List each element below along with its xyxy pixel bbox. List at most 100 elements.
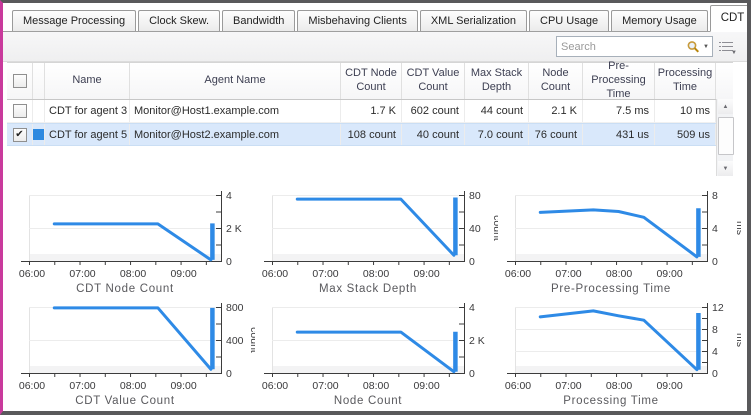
- column-header-node-count[interactable]: Node Count: [529, 63, 583, 99]
- svg-text:06:00: 06:00: [19, 380, 45, 392]
- svg-text:0: 0: [469, 368, 475, 380]
- column-header-processing-time[interactable]: Processing Time: [655, 63, 716, 99]
- svg-text:Processing Time: Processing Time: [563, 395, 659, 407]
- chart-cdt-value-count: 06:00 07:00 08:00 09:00 0 400 800 count CDT Valu…: [15, 301, 260, 411]
- cell-cdt-value-count: 602 count: [402, 100, 465, 122]
- swatch-column-header: [33, 63, 45, 99]
- svg-text:07:00: 07:00: [69, 268, 95, 280]
- svg-text:08:00: 08:00: [363, 268, 389, 280]
- cell-node-count: 2.1 K: [529, 100, 583, 122]
- svg-text:06:00: 06:00: [505, 380, 531, 392]
- tab-message-processing[interactable]: Message Processing: [12, 10, 137, 31]
- cell-processing-time: 509 us: [655, 124, 716, 145]
- toolbar: ▼ ▼: [3, 32, 747, 62]
- vertical-scrollbar[interactable]: ▲ ▼: [716, 99, 734, 176]
- svg-text:4: 4: [469, 302, 475, 314]
- search-input[interactable]: [557, 40, 684, 53]
- svg-text:0: 0: [712, 256, 718, 268]
- search-button[interactable]: ▼: [683, 40, 712, 54]
- tab-cpu-usage[interactable]: CPU Usage: [529, 10, 610, 31]
- svg-text:09:00: 09:00: [656, 268, 682, 280]
- table-body: CDT for agent 3 Monitor@Host1.example.com…: [7, 100, 733, 178]
- svg-text:09:00: 09:00: [170, 268, 196, 280]
- svg-text:08:00: 08:00: [606, 268, 632, 280]
- column-header-max-stack-depth[interactable]: Max Stack Depth: [465, 63, 529, 99]
- svg-text:40: 40: [469, 223, 481, 235]
- svg-text:Pre-Processing Time: Pre-Processing Time: [551, 283, 671, 295]
- cell-max-stack-depth: 7.0 count: [465, 124, 529, 145]
- svg-text:07:00: 07:00: [312, 380, 338, 392]
- svg-text:2 K: 2 K: [226, 223, 242, 235]
- tab-clock-skew[interactable]: Clock Skew.: [138, 10, 221, 31]
- svg-text:8: 8: [712, 190, 718, 202]
- tab-memory-usage[interactable]: Memory Usage: [611, 10, 708, 31]
- row-checkbox-cell: [7, 100, 33, 122]
- svg-text:06:00: 06:00: [19, 268, 45, 280]
- tab-bar: Message Processing Clock Skew. Bandwidth Mi…: [3, 3, 747, 32]
- tab-bandwidth[interactable]: Bandwidth: [222, 10, 296, 31]
- svg-text:count: count: [248, 327, 255, 353]
- svg-text:12: 12: [712, 302, 724, 314]
- column-header-cdt-value-count[interactable]: CDT Value Count: [402, 63, 465, 99]
- column-header-agent-name[interactable]: Agent Name: [130, 63, 341, 99]
- svg-text:400: 400: [226, 335, 244, 347]
- cell-agent-name: Monitor@Host2.example.com: [130, 124, 341, 145]
- cell-node-count: 76 count: [529, 124, 583, 145]
- svg-text:06:00: 06:00: [262, 380, 288, 392]
- cell-agent-name: Monitor@Host1.example.com: [130, 100, 341, 122]
- column-header-pre-processing-time[interactable]: Pre-Processing Time: [583, 60, 655, 100]
- table-row[interactable]: CDT for agent 3 Monitor@Host1.example.com…: [7, 100, 733, 123]
- search-dropdown-icon[interactable]: ▼: [703, 43, 709, 50]
- svg-text:4: 4: [226, 190, 232, 202]
- row-checkbox[interactable]: [12, 104, 27, 118]
- svg-text:09:00: 09:00: [170, 380, 196, 392]
- column-chooser-icon[interactable]: ▼: [719, 39, 737, 56]
- svg-text:8: 8: [712, 324, 718, 336]
- svg-text:CDT Node Count: CDT Node Count: [76, 283, 174, 295]
- svg-text:07:00: 07:00: [312, 268, 338, 280]
- svg-text:CDT Value Count: CDT Value Count: [75, 395, 175, 407]
- cell-processing-time: 10 ms: [655, 100, 716, 122]
- svg-text:800: 800: [226, 302, 244, 314]
- svg-text:08:00: 08:00: [120, 268, 146, 280]
- svg-text:0: 0: [469, 256, 475, 268]
- svg-text:0: 0: [226, 368, 232, 380]
- svg-text:Max Stack Depth: Max Stack Depth: [319, 283, 417, 295]
- tab-misbehaving-clients[interactable]: Misbehaving Clients: [297, 10, 418, 31]
- cell-cdt-node-count: 108 count: [341, 124, 402, 145]
- scroll-up-button[interactable]: ▲: [718, 99, 733, 114]
- scrollbar-thumb[interactable]: [718, 117, 734, 155]
- svg-text:count: count: [491, 215, 498, 241]
- metrics-table: Name Agent Name CDT Node Count CDT Value Co…: [7, 60, 734, 178]
- cell-pre-processing-time: 7.5 ms: [583, 100, 655, 122]
- charts-grid: 06:00 07:00 08:00 09:00 0 2 K 4 CDT Node Count 0…: [3, 189, 747, 411]
- chart-max-stack-depth: 06:00 07:00 08:00 09:00 0 40 80 count Max Stack …: [258, 189, 503, 299]
- search-box[interactable]: ▼: [556, 36, 713, 57]
- svg-text:09:00: 09:00: [656, 380, 682, 392]
- svg-text:ms: ms: [734, 333, 741, 347]
- select-all-checkbox[interactable]: [12, 74, 27, 88]
- svg-text:2 K: 2 K: [469, 335, 485, 347]
- table-row[interactable]: ✔ CDT for agent 5 Monitor@Host2.example.co…: [7, 123, 733, 146]
- chart-node-count: 06:00 07:00 08:00 09:00 0 2 K 4 Node Count: [258, 301, 501, 411]
- row-swatch-cell: [33, 100, 45, 122]
- tab-xml-serialization[interactable]: XML Serialization: [419, 10, 528, 31]
- cell-max-stack-depth: 44 count: [465, 100, 529, 122]
- scroll-down-button[interactable]: ▼: [718, 161, 733, 176]
- svg-text:07:00: 07:00: [69, 380, 95, 392]
- column-header-name[interactable]: Name: [45, 63, 130, 99]
- svg-text:09:00: 09:00: [413, 380, 439, 392]
- svg-text:80: 80: [469, 190, 481, 202]
- svg-text:09:00: 09:00: [413, 268, 439, 280]
- svg-text:06:00: 06:00: [505, 268, 531, 280]
- chart-cdt-node-count: 06:00 07:00 08:00 09:00 0 2 K 4 CDT Node Count: [15, 189, 258, 299]
- svg-text:08:00: 08:00: [606, 380, 632, 392]
- svg-text:ms: ms: [734, 221, 741, 235]
- svg-text:4: 4: [712, 346, 718, 358]
- svg-text:Node Count: Node Count: [334, 395, 402, 407]
- svg-text:08:00: 08:00: [120, 380, 146, 392]
- column-header-cdt-node-count[interactable]: CDT Node Count: [341, 63, 402, 99]
- row-checkbox[interactable]: ✔: [12, 127, 27, 142]
- tab-cdt-submission[interactable]: CDT Submission: [709, 5, 747, 32]
